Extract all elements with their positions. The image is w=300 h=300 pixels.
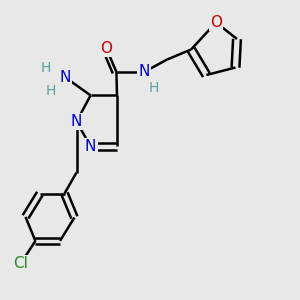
Text: O: O: [210, 15, 222, 30]
Text: O: O: [100, 41, 112, 56]
Text: Cl: Cl: [13, 256, 28, 272]
Text: H: H: [148, 81, 159, 94]
Text: N: N: [138, 64, 150, 80]
Text: H: H: [45, 85, 56, 98]
Text: N: N: [85, 139, 96, 154]
Text: H: H: [41, 61, 51, 74]
Text: N: N: [71, 114, 82, 129]
Text: N: N: [60, 70, 71, 85]
